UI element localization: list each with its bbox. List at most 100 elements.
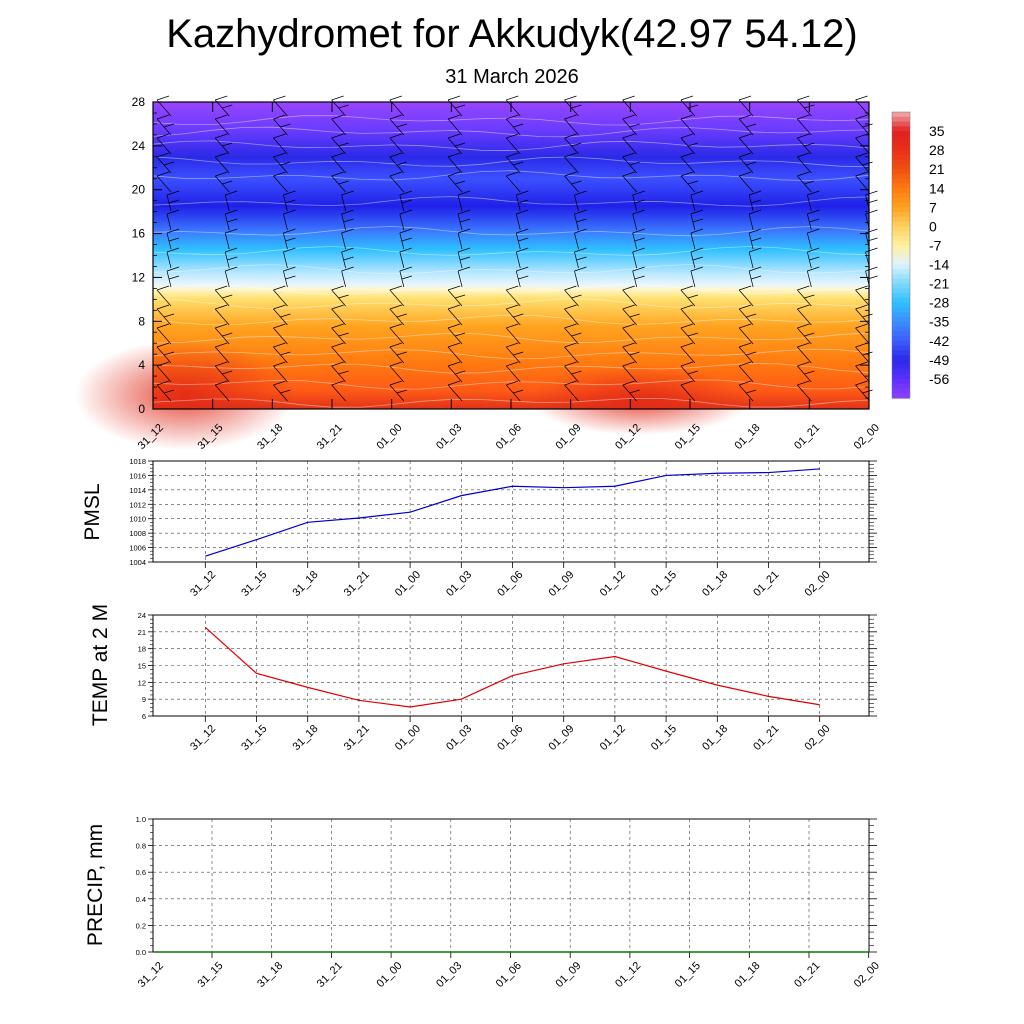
cs-ytick-label: 20: [132, 183, 146, 197]
wind-barb: [632, 247, 645, 269]
wind-barb: [564, 342, 579, 364]
wind-barb: [564, 95, 582, 117]
cs-ytick-label: 4: [138, 358, 145, 372]
precip-ytick-label: 1.0: [136, 815, 146, 824]
wind-barb: [214, 285, 233, 307]
wind-barb: [224, 190, 238, 212]
colorbar-swatch: [892, 216, 910, 223]
wind-barb: [506, 133, 521, 155]
wind-barb: [447, 361, 466, 383]
precip-xtick-label: 01_21: [792, 960, 822, 990]
wind-barb: [564, 323, 582, 345]
wind-barb: [515, 266, 529, 288]
wind-barb: [273, 95, 288, 117]
temp-ytick-label: 15: [138, 662, 146, 671]
colorbar-swatch: [892, 188, 910, 194]
wind-barb: [156, 304, 175, 326]
wind-barb: [156, 152, 175, 174]
wind-barb: [457, 266, 471, 288]
precip-xtick-label: 31_21: [315, 960, 345, 990]
wind-barb: [690, 190, 704, 212]
wind-barb: [855, 342, 873, 364]
precip-xtick-label: 31_15: [195, 960, 225, 990]
wind-barb: [341, 266, 354, 288]
wind-barb: [214, 95, 233, 117]
wind-barb: [806, 247, 820, 269]
wind-barb: [389, 152, 407, 174]
colorbar-swatch: [892, 321, 910, 328]
wind-barb: [389, 380, 407, 402]
pmsl-ytick-label: 1018: [129, 457, 146, 466]
contour-line: [152, 170, 870, 182]
wind-barb: [457, 190, 471, 212]
pmsl-ytick-label: 1016: [129, 471, 146, 480]
temp-xtick-label: 01_18: [700, 723, 730, 753]
colorbar-swatch: [892, 345, 910, 351]
wind-barb: [622, 304, 640, 326]
wind-barb: [273, 133, 288, 155]
wind-barb: [738, 342, 757, 364]
wind-barb: [680, 285, 699, 307]
colorbar-swatch: [892, 150, 910, 156]
wind-barb: [564, 304, 579, 326]
pmsl-grid: [153, 461, 869, 562]
wind-barb: [331, 304, 346, 326]
colorbar-label: -42: [929, 333, 949, 349]
wind-barb: [855, 323, 870, 345]
colorbar-frame: [891, 111, 911, 399]
contour-line: [152, 379, 870, 390]
precip-xtick-label: 01_18: [732, 960, 762, 990]
precip-ytick-label: 0.0: [136, 948, 146, 957]
wind-barb: [564, 133, 582, 155]
pmsl-xtick-label: 31_15: [239, 569, 269, 599]
temp-xtick-label: 31_18: [291, 723, 321, 753]
pmsl-xtick-label: 31_21: [342, 569, 372, 599]
wind-barb: [738, 361, 754, 383]
wind-barb: [214, 171, 233, 193]
wind-barb: [680, 152, 696, 174]
precip-xtick-label: 01_03: [434, 960, 464, 990]
wind-barb: [166, 228, 180, 250]
colorbar-swatch: [892, 154, 910, 161]
temp-ytick-label: 21: [138, 628, 146, 637]
wind-barb: [574, 228, 587, 250]
precip-ytick-label: 0.6: [136, 868, 146, 877]
colorbar-swatch: [892, 255, 910, 261]
temp-grid: [153, 615, 869, 716]
wind-barb: [399, 247, 412, 269]
contour-line: [152, 246, 870, 256]
precip-y-axis: 0.0 0.2 0.4 0.6 0.8 1.0: [136, 815, 877, 957]
wind-barb: [273, 285, 288, 307]
colorbar-swatch: [892, 336, 910, 342]
wind-barb: [331, 380, 346, 402]
wind-barb: [564, 285, 582, 307]
wind-barb: [632, 228, 645, 250]
wind-barb: [331, 285, 349, 307]
wind-barb: [797, 304, 812, 326]
colorbar-swatch: [892, 121, 910, 127]
wind-barb: [797, 152, 812, 174]
wind-barb: [855, 152, 873, 174]
chart-subtitle: 31 March 2026: [445, 66, 579, 88]
pmsl-y-axis: 1004 1006 1008 1010 1012 1014 1016 1018: [129, 457, 877, 567]
wind-barb: [331, 133, 349, 155]
pmsl-ytick-label: 1004: [129, 558, 146, 567]
cs-ytick-label: 24: [132, 139, 146, 153]
wind-barb: [447, 95, 466, 117]
wind-barb: [447, 380, 463, 402]
colorbar-swatch: [892, 378, 910, 385]
wind-barb: [214, 342, 230, 364]
pmsl-xtick-label: 01_15: [649, 569, 679, 599]
wind-barb: [506, 171, 521, 193]
colorbar-label: -35: [929, 314, 949, 330]
colorbar-swatch: [892, 112, 910, 118]
wind-barb: [690, 209, 704, 231]
wind-barb: [447, 285, 466, 307]
contour-line: [152, 156, 870, 168]
wind-barb: [156, 285, 172, 307]
wind-barb: [748, 247, 762, 269]
wind-barb: [622, 323, 637, 345]
colorbar-swatch: [892, 202, 910, 208]
wind-barb: [156, 380, 175, 402]
